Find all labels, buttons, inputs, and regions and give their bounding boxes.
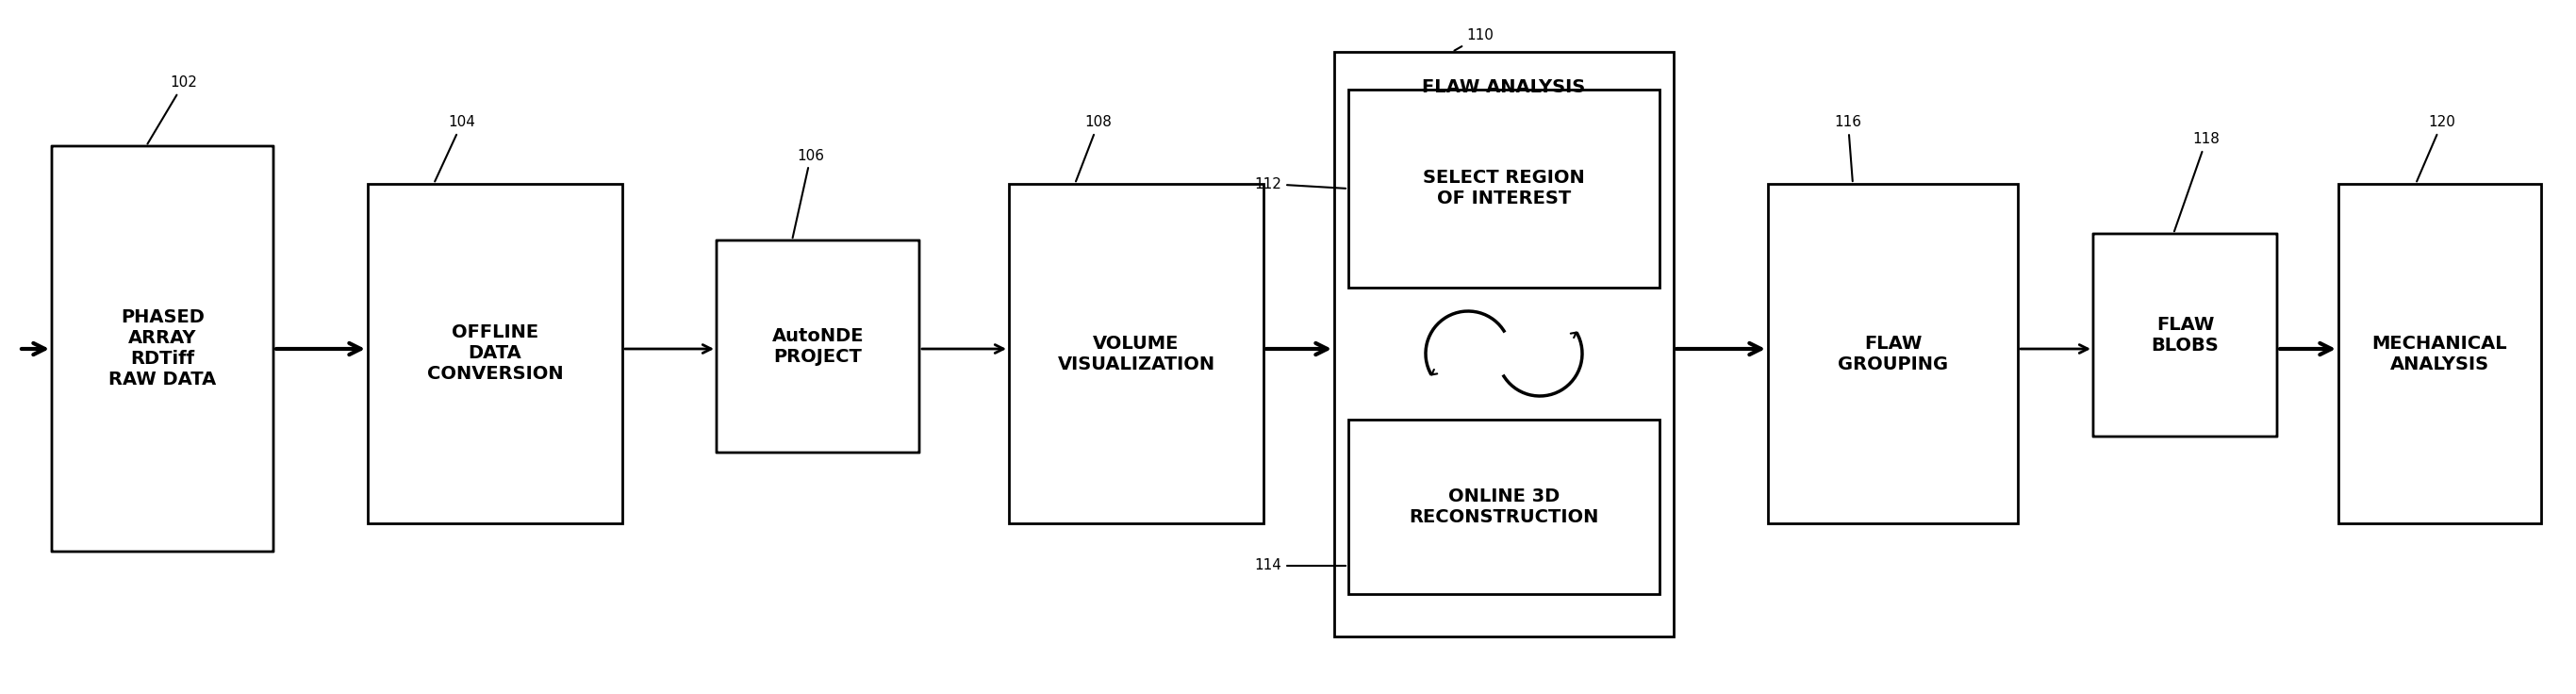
- FancyBboxPatch shape: [2339, 184, 2540, 523]
- Text: FLAW
BLOBS: FLAW BLOBS: [2151, 316, 2218, 355]
- Text: AutoNDE
PROJECT: AutoNDE PROJECT: [773, 327, 863, 366]
- Text: 102: 102: [147, 76, 198, 144]
- Text: OFFLINE
DATA
CONVERSION: OFFLINE DATA CONVERSION: [428, 324, 564, 383]
- Text: 120: 120: [2416, 115, 2455, 181]
- Text: VOLUME
VISUALIZATION: VOLUME VISUALIZATION: [1056, 335, 1216, 373]
- FancyBboxPatch shape: [2094, 234, 2277, 437]
- Text: ONLINE 3D
RECONSTRUCTION: ONLINE 3D RECONSTRUCTION: [1409, 487, 1600, 526]
- Text: SELECT REGION
OF INTEREST: SELECT REGION OF INTEREST: [1422, 169, 1584, 208]
- Text: PHASED
ARRAY
RDTiff
RAW DATA: PHASED ARRAY RDTiff RAW DATA: [108, 309, 216, 389]
- Text: 108: 108: [1077, 115, 1113, 181]
- FancyBboxPatch shape: [368, 184, 623, 523]
- Text: 104: 104: [435, 115, 477, 182]
- Text: MECHANICAL
ANALYSIS: MECHANICAL ANALYSIS: [2372, 335, 2506, 373]
- FancyBboxPatch shape: [1010, 184, 1262, 523]
- Text: FLAW ANALYSIS: FLAW ANALYSIS: [1422, 78, 1587, 96]
- FancyBboxPatch shape: [716, 240, 920, 452]
- FancyBboxPatch shape: [1347, 90, 1659, 287]
- FancyBboxPatch shape: [52, 146, 273, 552]
- Text: 118: 118: [2174, 133, 2221, 231]
- Text: FLAW
GROUPING: FLAW GROUPING: [1837, 335, 1947, 373]
- Text: 114: 114: [1255, 559, 1345, 573]
- FancyBboxPatch shape: [1767, 184, 2017, 523]
- FancyBboxPatch shape: [1347, 420, 1659, 594]
- FancyBboxPatch shape: [1334, 52, 1674, 636]
- Text: 106: 106: [793, 149, 824, 238]
- Text: 110: 110: [1455, 28, 1494, 51]
- Text: 116: 116: [1834, 115, 1862, 181]
- Text: 112: 112: [1255, 177, 1345, 191]
